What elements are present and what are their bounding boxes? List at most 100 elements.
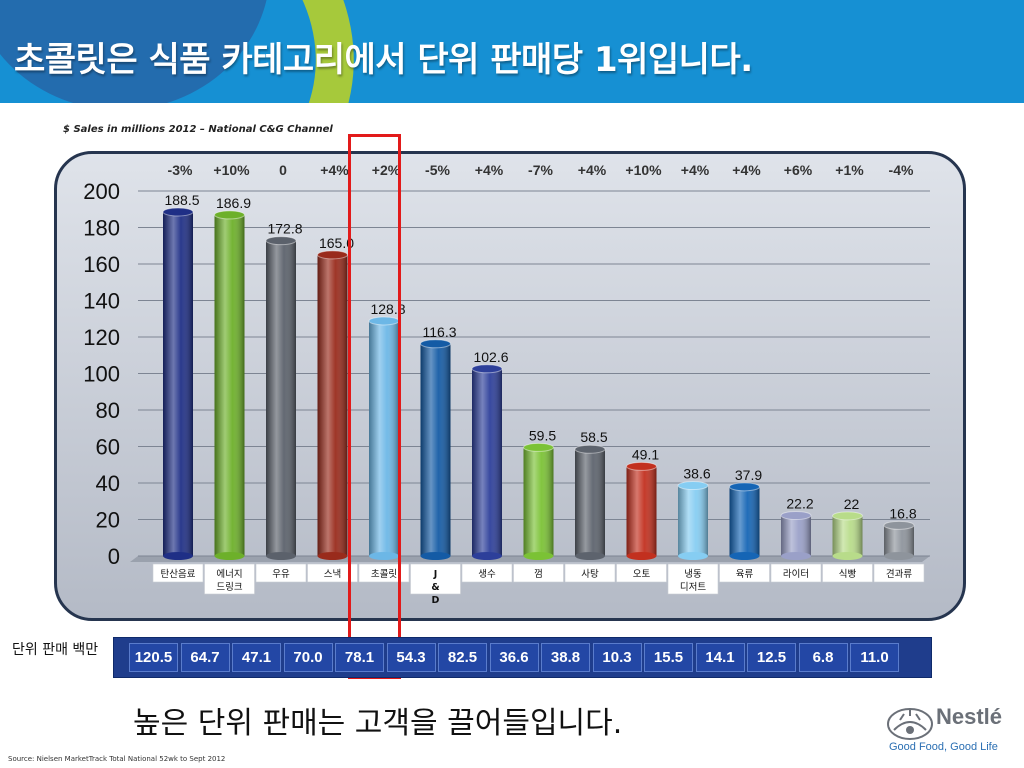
unit-sales-value: 11.0: [850, 643, 899, 672]
bar-value-label: 22.2: [786, 495, 813, 511]
y-tick-label: 140: [83, 289, 120, 314]
growth-label: -3%: [168, 162, 193, 178]
growth-label: -7%: [528, 162, 553, 178]
y-tick-label: 160: [83, 252, 120, 277]
bar-base-cap: [678, 552, 708, 560]
category-label-box: [410, 563, 461, 595]
bar-top-cap: [471, 364, 503, 374]
category-label: &: [431, 582, 439, 593]
bar-base-cap: [626, 552, 657, 560]
bar-shading: [678, 485, 708, 556]
unit-sales-value: 15.5: [644, 643, 693, 672]
bar-base-cap: [781, 552, 811, 560]
bar-value-label: 37.9: [735, 467, 762, 483]
growth-label: +1%: [835, 162, 864, 178]
source-note: Source: Nielsen MarketTrack Total Nation…: [8, 755, 226, 763]
category-label-box: [307, 563, 358, 583]
category-label: 육류: [736, 569, 754, 580]
bar-top-cap: [780, 510, 812, 520]
y-tick-label: 20: [96, 508, 120, 533]
category-label: 우유: [272, 569, 290, 580]
bar-shading: [369, 320, 399, 556]
growth-label: -5%: [425, 162, 450, 178]
growth-label: +4%: [681, 162, 710, 178]
category-label: 드링크: [216, 581, 242, 593]
unit-sales-value: 12.5: [747, 643, 796, 672]
growth-label: +10%: [213, 162, 250, 178]
bar-top-cap: [729, 482, 760, 492]
bar-value-label: 16.8: [889, 505, 916, 521]
category-label-box: [873, 563, 925, 583]
bar-top-cap: [883, 520, 915, 530]
category-label-box: [822, 563, 873, 583]
bar-shading: [266, 240, 296, 556]
bar-base-cap: [523, 552, 554, 560]
bar-shading: [575, 449, 605, 556]
bar-top-cap: [420, 339, 451, 349]
bar-shading: [214, 214, 245, 556]
category-label: 식빵: [839, 569, 857, 580]
chocolate-highlight-box: [348, 134, 401, 679]
growth-label: +2%: [372, 162, 401, 178]
category-label-box: [255, 563, 307, 583]
unit-sales-value: 82.5: [438, 643, 487, 672]
category-label-box: [358, 563, 410, 583]
unit-sales-value: 38.8: [541, 643, 590, 672]
category-label: 껌: [534, 568, 543, 580]
title-banner: 초콜릿은 식품 카테고리에서 단위 판매당 1위입니다.: [0, 0, 1024, 103]
bar-shading: [420, 343, 451, 556]
slide-title: 초콜릿은 식품 카테고리에서 단위 판매당 1위입니다.: [14, 40, 753, 80]
category-label: 스낵: [324, 569, 341, 580]
bar-shading: [472, 368, 502, 556]
category-label: 견과류: [886, 568, 912, 580]
bar-base-cap: [420, 552, 451, 560]
y-tick-label: 200: [83, 179, 120, 204]
chart-subtitle: $ Sales in millions 2012 – National C&G …: [63, 124, 333, 135]
category-label: 냉동: [684, 569, 702, 580]
growth-label: +4%: [578, 162, 607, 178]
bar-shading: [729, 486, 760, 556]
bar-base-cap: [832, 552, 863, 560]
bar-value-label: 22: [844, 496, 860, 512]
growth-label: -4%: [889, 162, 914, 178]
y-tick-label: 80: [96, 398, 120, 423]
unit-sales-value: 36.6: [489, 643, 539, 672]
category-label: 디저트: [680, 582, 706, 593]
bar-shading: [163, 211, 193, 557]
y-tick-label: 180: [83, 216, 120, 241]
category-label: 생수: [478, 569, 496, 580]
unit-sales-value: 64.7: [180, 643, 230, 672]
category-label-box: [719, 563, 770, 583]
growth-label: +4%: [475, 162, 504, 178]
bar-base-cap: [884, 552, 914, 560]
bar-shading: [781, 515, 811, 556]
bar-top-cap: [626, 461, 657, 471]
category-label-box: [461, 563, 513, 583]
bar-base-cap: [214, 552, 245, 560]
bar-top-cap: [523, 442, 554, 452]
category-label: 초콜릿: [371, 568, 397, 580]
category-label-box: [204, 563, 255, 595]
bar-value-label: 116.3: [423, 324, 457, 340]
bar-top-cap: [162, 207, 194, 217]
bar-value-label: 58.5: [580, 429, 607, 445]
bar-value-label: 165.0: [319, 235, 354, 251]
category-label: 라이터: [783, 569, 809, 580]
unit-sales-value: 6.8: [798, 643, 848, 672]
category-label-box: [770, 563, 822, 583]
unit-sales-value: 78.1: [335, 643, 384, 672]
bar-shading: [523, 447, 554, 556]
bar-top-cap: [574, 444, 606, 454]
footer-message: 높은 단위 판매는 고객을 끌어들입니다.: [133, 706, 623, 741]
unit-sales-label: 단위 판매 백만: [12, 642, 99, 658]
unit-sales-value: 10.3: [592, 643, 642, 672]
growth-label: +4%: [732, 162, 761, 178]
bar-value-label: 102.6: [473, 349, 508, 365]
growth-label: 0: [279, 162, 287, 178]
bar-base-cap: [729, 552, 760, 560]
bar-value-label: 172.8: [267, 221, 302, 237]
unit-sales-value: 14.1: [695, 643, 745, 672]
category-label: 사탕: [581, 569, 599, 580]
category-label: 에너지: [216, 569, 242, 580]
